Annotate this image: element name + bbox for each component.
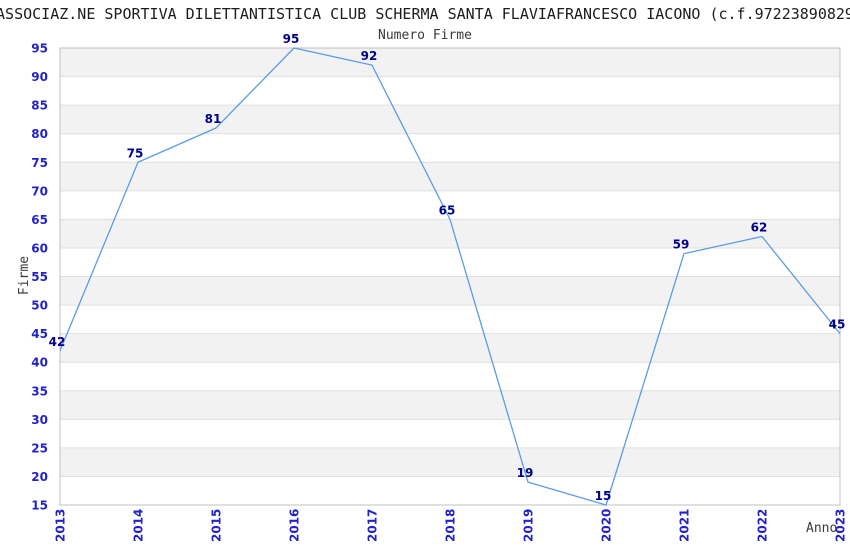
point-value-label: 81 [205,112,222,126]
point-value-label: 15 [595,489,612,503]
chart-title: ASSOCIAZ.NE SPORTIVA DILETTANTISTICA CLU… [0,5,850,23]
point-value-label: 95 [283,32,300,46]
y-tick-label: 85 [31,99,48,113]
grid-band [60,276,840,306]
x-axis-title: Anno [806,521,838,536]
point-value-label: 62 [751,221,768,235]
y-tick-label: 70 [31,184,48,198]
grid-band [60,333,840,363]
x-tick-label: 2016 [288,509,302,542]
point-value-label: 75 [127,146,144,160]
point-value-label: 19 [517,466,534,480]
point-value-label: 65 [439,203,456,217]
grid-band [60,447,840,477]
point-value-label: 92 [361,49,378,63]
grid-band [60,162,840,191]
x-tick-label: 2018 [444,509,458,542]
x-tick-label: 2017 [366,509,380,542]
x-tick-label: 2015 [210,509,224,542]
y-axis-title: Firme [17,255,33,296]
data-line [59,47,841,506]
y-tick-label: 25 [31,441,48,455]
y-tick-label: 40 [31,356,48,370]
y-tick-label: 80 [31,127,48,141]
x-tick-label: 2014 [132,509,146,542]
y-tick-label: 65 [31,213,48,227]
grid-band [60,48,840,77]
x-tick-label: 2019 [522,509,536,542]
point-value-label: 59 [673,238,690,252]
y-tick-label: 55 [31,270,48,284]
grid-band [60,105,840,134]
point-value-label: 45 [829,318,846,332]
y-tick-label: 45 [31,327,48,341]
y-tick-label: 30 [31,413,48,427]
x-tick-label: 2022 [756,509,770,542]
grid-band [60,219,840,248]
grid-band [60,390,840,420]
x-tick-label: 2013 [54,509,68,542]
y-tick-label: 15 [31,499,48,513]
y-tick-label: 35 [31,384,48,398]
y-tick-label: 20 [31,470,48,484]
y-tick-label: 90 [31,70,48,84]
point-value-label: 42 [49,335,66,349]
y-tick-label: 60 [31,241,48,255]
chart-subtitle: Numero Firme [378,28,472,43]
y-tick-label: 75 [31,156,48,170]
x-tick-label: 2021 [678,509,692,542]
y-tick-label: 95 [31,42,48,56]
x-tick-label: 2020 [600,509,614,542]
y-tick-label: 50 [31,299,48,313]
plot-border [59,47,841,506]
x-tick-label: 2023 [834,509,848,542]
